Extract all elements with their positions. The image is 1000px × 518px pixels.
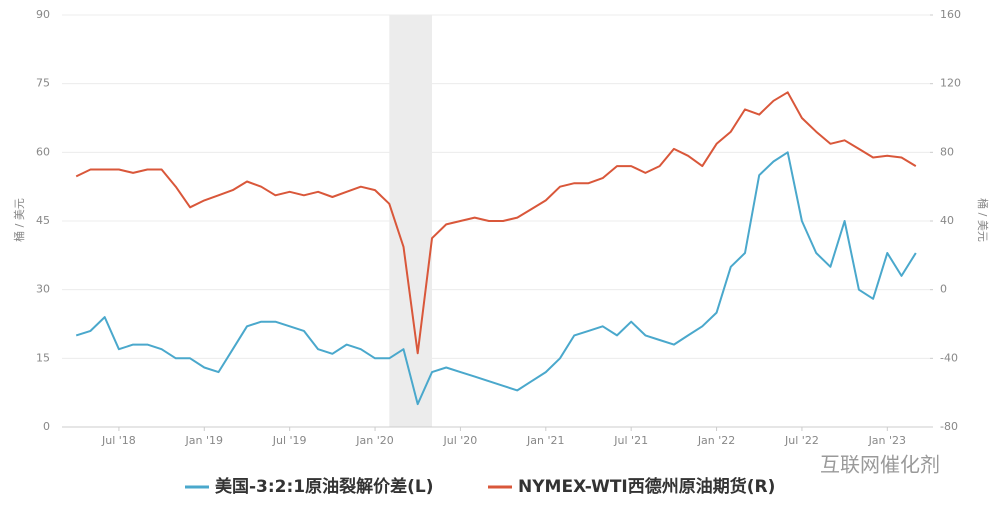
y-tick-label: 90	[36, 8, 50, 21]
y2-tick-label: -40	[940, 351, 958, 364]
y2-tick-label: 40	[940, 214, 954, 227]
y2-axis-label: 桶 / 美元	[976, 198, 990, 242]
y-tick-label: 0	[43, 420, 50, 433]
y2-tick-label: -80	[940, 420, 958, 433]
watermark: 互联网催化剂	[820, 453, 940, 477]
x-tick-label: Jul '20	[443, 434, 478, 447]
series-line	[75, 91, 917, 355]
x-tick-label: Jul '19	[272, 434, 307, 447]
legend-label: 美国-3:2:1原油裂解价差(L)	[215, 476, 434, 497]
y2-tick-label: 160	[940, 8, 961, 21]
x-tick-label: Jan '22	[697, 434, 735, 447]
y-tick-label: 60	[36, 145, 50, 158]
legend-label: NYMEX-WTI西德州原油期货(R)	[518, 476, 775, 497]
x-tick-label: Jan '19	[185, 434, 223, 447]
x-tick-label: Jul '18	[101, 434, 136, 447]
y-tick-label: 15	[36, 351, 50, 364]
y-axis-label: 桶 / 美元	[12, 198, 26, 242]
y-tick-label: 45	[36, 214, 50, 227]
y-tick-label: 75	[36, 77, 50, 90]
x-tick-label: Jan '23	[868, 434, 906, 447]
x-tick-label: Jul '21	[613, 434, 648, 447]
x-tick-label: Jul '22	[784, 434, 819, 447]
y2-tick-label: 80	[940, 145, 954, 158]
y2-tick-label: 0	[940, 283, 947, 296]
series-line	[75, 151, 917, 406]
x-tick-label: Jan '20	[355, 434, 393, 447]
x-tick-label: Jan '21	[526, 434, 564, 447]
y2-tick-label: 120	[940, 77, 961, 90]
y-tick-label: 30	[36, 283, 50, 296]
